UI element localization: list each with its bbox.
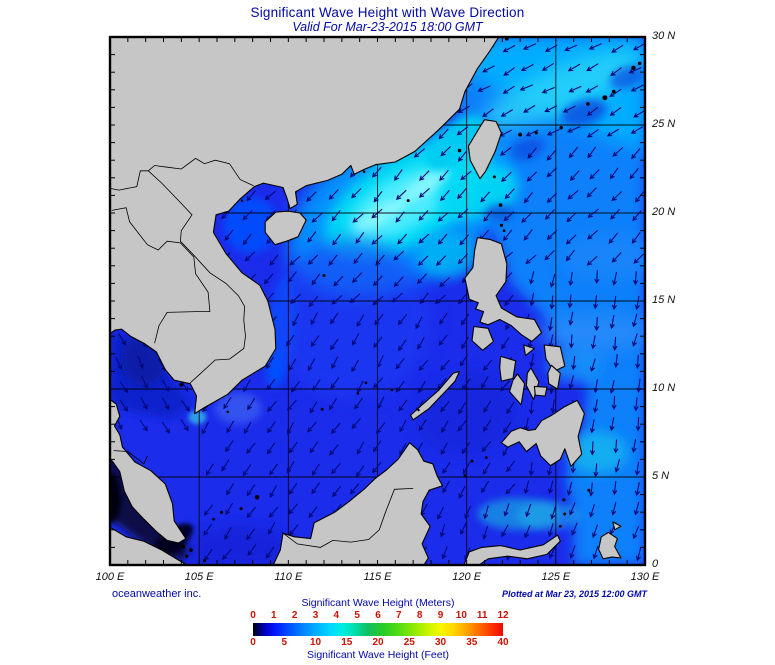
legend-tick: 10 [455,610,467,621]
legend-tick: 6 [375,610,381,621]
legend-tick: 0 [250,610,256,621]
legend-tick: 4 [333,610,340,621]
lon-label: 110 E [274,571,303,583]
legend-meters-ticks: 0 1 2 3 4 5 6 7 8 9 10 11 12 [250,610,508,622]
legend-tick: 7 [396,610,402,621]
legend-tick: 10 [309,637,322,648]
legend-tick: 12 [497,610,509,621]
lon-label: 130 E [630,571,660,583]
lat-label: 5 N [652,470,670,482]
legend-tick: 8 [416,610,423,621]
lon-label: 125 E [541,571,571,583]
legend-feet-ticks: 0 5 10 15 20 25 30 35 40 [250,637,508,649]
lon-label: 120 E [452,571,482,583]
lat-label: 15 N [652,294,676,306]
lon-label: 100 E [95,571,125,583]
legend-tick: 3 [312,610,319,621]
legend-tick: 15 [341,637,353,648]
legend-tick: 20 [372,637,384,648]
lat-label: 20 N [652,206,676,218]
lat-label: 25 N [652,118,676,130]
legend-tick: 5 [354,610,360,621]
lat-label: 10 N [652,382,676,394]
lat-label: 0 [652,558,659,570]
wave-height-colorbar [253,623,503,636]
legend-tick: 11 [476,610,488,621]
legend-tick: 0 [250,637,256,648]
page-title: Significant Wave Height with Wave Direct… [250,5,525,20]
legend-title-meters: Significant Wave Height (Meters) [301,597,455,609]
page-subtitle: Valid For Mar-23-2015 18:00 GMT [292,20,483,34]
lon-label: 105 E [184,571,214,583]
credit-oceanweather: oceanweather inc. [112,588,202,600]
legend-tick: 25 [403,637,415,648]
legend-tick: 9 [437,610,444,621]
legend-title-feet: Significant Wave Height (Feet) [306,649,449,661]
legend-tick: 2 [291,610,298,621]
legend-tick: 1 [271,610,277,621]
lat-label: 30 N [652,30,676,42]
legend-tick: 5 [281,637,288,648]
legend-tick: 35 [466,637,478,648]
legend-tick: 40 [497,637,509,648]
legend-tick: 30 [434,637,447,648]
lon-label: 115 E [363,571,392,583]
credit-plotted-at: Plotted at Mar 23, 2015 12:00 GMT [501,589,647,599]
